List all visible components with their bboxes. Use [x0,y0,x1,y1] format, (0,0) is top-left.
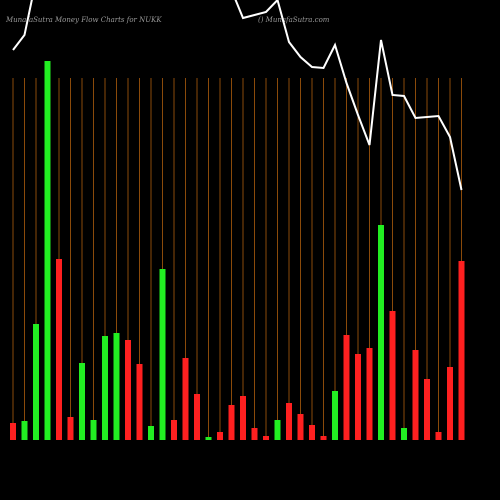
bar [217,432,223,440]
bar [21,421,28,440]
bar [67,417,74,440]
bar [113,333,120,440]
bar [171,420,177,440]
bar [297,414,304,440]
bar [194,394,200,440]
bar [240,396,246,440]
bar [56,259,62,440]
bar [355,354,361,440]
bar [389,311,396,440]
bar [424,379,430,440]
bar [458,261,465,440]
bar [44,61,51,440]
bar [205,437,212,440]
bar [125,340,131,440]
bar [79,363,85,440]
bar [10,423,16,440]
bar [286,403,292,440]
bar [90,420,97,440]
bar [148,426,154,440]
bar [309,425,315,440]
bar [182,358,189,440]
bar [435,432,442,440]
bar [366,348,373,440]
watermark: () MunafaSutra.com [258,16,330,24]
bar [251,428,258,440]
bar [274,420,281,440]
bar [401,428,407,440]
bar [332,391,338,440]
bar [33,324,39,440]
bar [320,436,327,440]
bar [102,336,108,440]
bar [378,225,384,440]
chart-title: MunafaSutra Money Flow Charts for NUKK [5,16,162,24]
bar [412,350,419,440]
bar [447,367,453,440]
bar [228,405,235,440]
bar [159,269,166,440]
bar [136,364,143,440]
money-flow-line [12,0,463,191]
bar [343,335,350,440]
bar [263,436,269,440]
